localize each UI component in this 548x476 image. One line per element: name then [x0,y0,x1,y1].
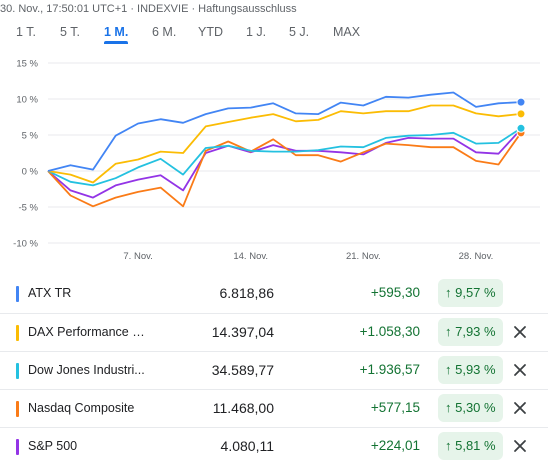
series-line [47,91,522,172]
instrument-price: 6.818,86 [219,285,275,301]
y-tick-label: -5 % [18,203,38,214]
tab-max[interactable]: MAX [333,25,361,39]
instrument-price: 14.397,04 [211,324,274,340]
percent-change-badge: ↑ 5,30 % [438,394,503,422]
series-line [47,104,522,184]
comparison-line-chart: 15 % 10 % 5 % 0 % -5 % -10 % 7. Nov. 14. Nov. 21… [13,59,540,262]
market-status-line: 30. Nov., 17:50:01 UTC+1 · INDEXVIE · Ha… [0,3,297,15]
series-line [47,127,522,187]
series-end-point [516,123,526,133]
instrument-name: Nasdaq Composite [28,401,135,415]
list-item[interactable]: ATX TR 6.818,86 +595,30 ↑ 9,57 % [0,275,548,313]
x-tick-label: 21. Nov. [346,251,381,262]
y-tick-label: 0 % [22,167,39,178]
instrument-name: Dow Jones Industri... [28,363,145,377]
series-end-point [516,97,526,107]
instrument-price: 11.468,00 [212,400,274,416]
series-color-marker [16,286,19,302]
series-color-marker [16,401,19,417]
x-tick-label: 28. Nov. [459,251,494,262]
y-tick-label: 5 % [22,131,39,142]
instrument-change: +1.936,57 [359,362,420,377]
list-item[interactable]: DAX Performance I... 14.397,04 +1.058,30… [0,313,548,352]
percent-change-badge: ↑ 5,81 % [438,432,503,460]
instrument-change: +595,30 [370,285,420,300]
remove-comparison-close-icon[interactable] [512,438,528,454]
series-color-marker [16,439,19,455]
instrument-name: ATX TR [28,286,72,300]
series-end-point [516,109,526,119]
instrument-name: DAX Performance I... [28,325,146,339]
tab-5-days[interactable]: 5 T. [60,25,80,39]
remove-comparison-close-icon[interactable] [512,362,528,378]
list-item[interactable]: S&P 500 4.080,11 +224,01 ↑ 5,81 % [0,427,548,466]
remove-comparison-close-icon[interactable] [512,400,528,416]
list-item[interactable]: Nasdaq Composite 11.468,00 +577,15 ↑ 5,3… [0,389,548,428]
y-tick-label: -10 % [13,239,38,250]
percent-change-badge: ↑ 9,57 % [438,279,503,307]
instrument-change: +577,15 [370,400,420,415]
percent-change-badge: ↑ 7,93 % [438,318,503,346]
tab-1-month[interactable]: 1 M. [104,24,129,46]
percent-change-badge: ↑ 5,93 % [438,356,503,384]
x-tick-label: 7. Nov. [123,251,152,262]
series-line [47,132,522,208]
instrument-price: 34.589,77 [211,362,274,378]
tab-6-months[interactable]: 6 M. [152,25,177,39]
x-tick-label: 14. Nov. [233,251,268,262]
instrument-change: +224,01 [370,438,420,453]
series-color-marker [16,325,19,341]
instrument-price: 4.080,11 [220,438,274,454]
remove-comparison-close-icon[interactable] [512,324,528,340]
tab-ytd[interactable]: YTD [198,25,223,39]
list-item[interactable]: Dow Jones Industri... 34.589,77 +1.936,5… [0,351,548,390]
tab-1-year[interactable]: 1 J. [246,25,267,39]
time-range-tabs: 1 T. 5 T. 1 M. 6 M. YTD 1 J. 5 J. MAX [0,24,548,48]
y-tick-label: 10 % [16,95,38,106]
tab-5-years[interactable]: 5 J. [289,25,310,39]
instrument-change: +1.058,30 [359,324,420,339]
y-tick-label: 15 % [16,59,38,70]
series-color-marker [16,363,19,379]
tab-1-day[interactable]: 1 T. [16,25,36,39]
instrument-name: S&P 500 [28,439,78,453]
